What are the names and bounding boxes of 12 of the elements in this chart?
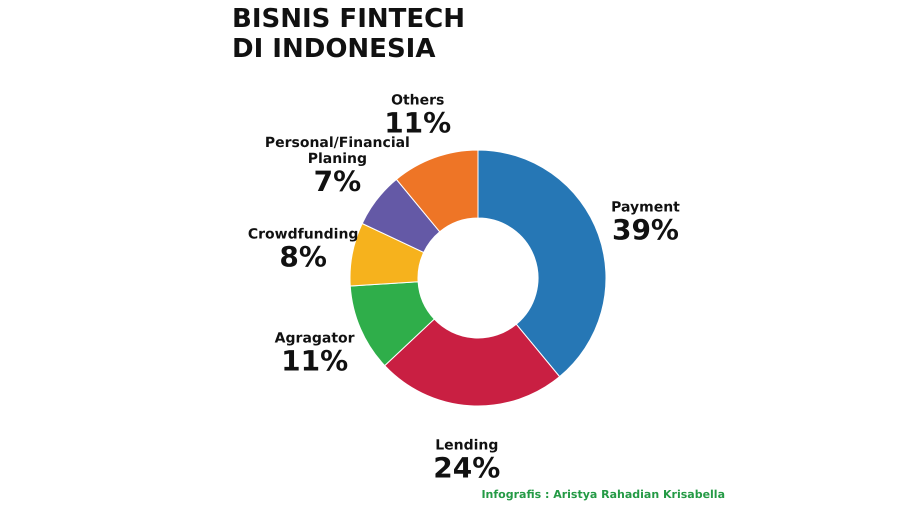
slice-label: Lending bbox=[435, 438, 498, 454]
slice-label: Crowdfunding bbox=[248, 226, 358, 243]
data-label: 7% bbox=[314, 164, 362, 198]
data-label: 24% bbox=[433, 452, 500, 485]
slice-label: Others bbox=[391, 92, 444, 109]
chart-title: BISNIS FINTECH DI INDONESIA bbox=[232, 4, 465, 64]
data-label: 39% bbox=[612, 214, 679, 247]
text: Infografis : Aristya Rahadian Krisabella bbox=[481, 488, 725, 501]
slice-label: Payment bbox=[611, 200, 680, 216]
data-label: 11% bbox=[281, 344, 348, 378]
data-label: 8% bbox=[279, 240, 327, 274]
slice-label: Agragator bbox=[274, 330, 355, 347]
